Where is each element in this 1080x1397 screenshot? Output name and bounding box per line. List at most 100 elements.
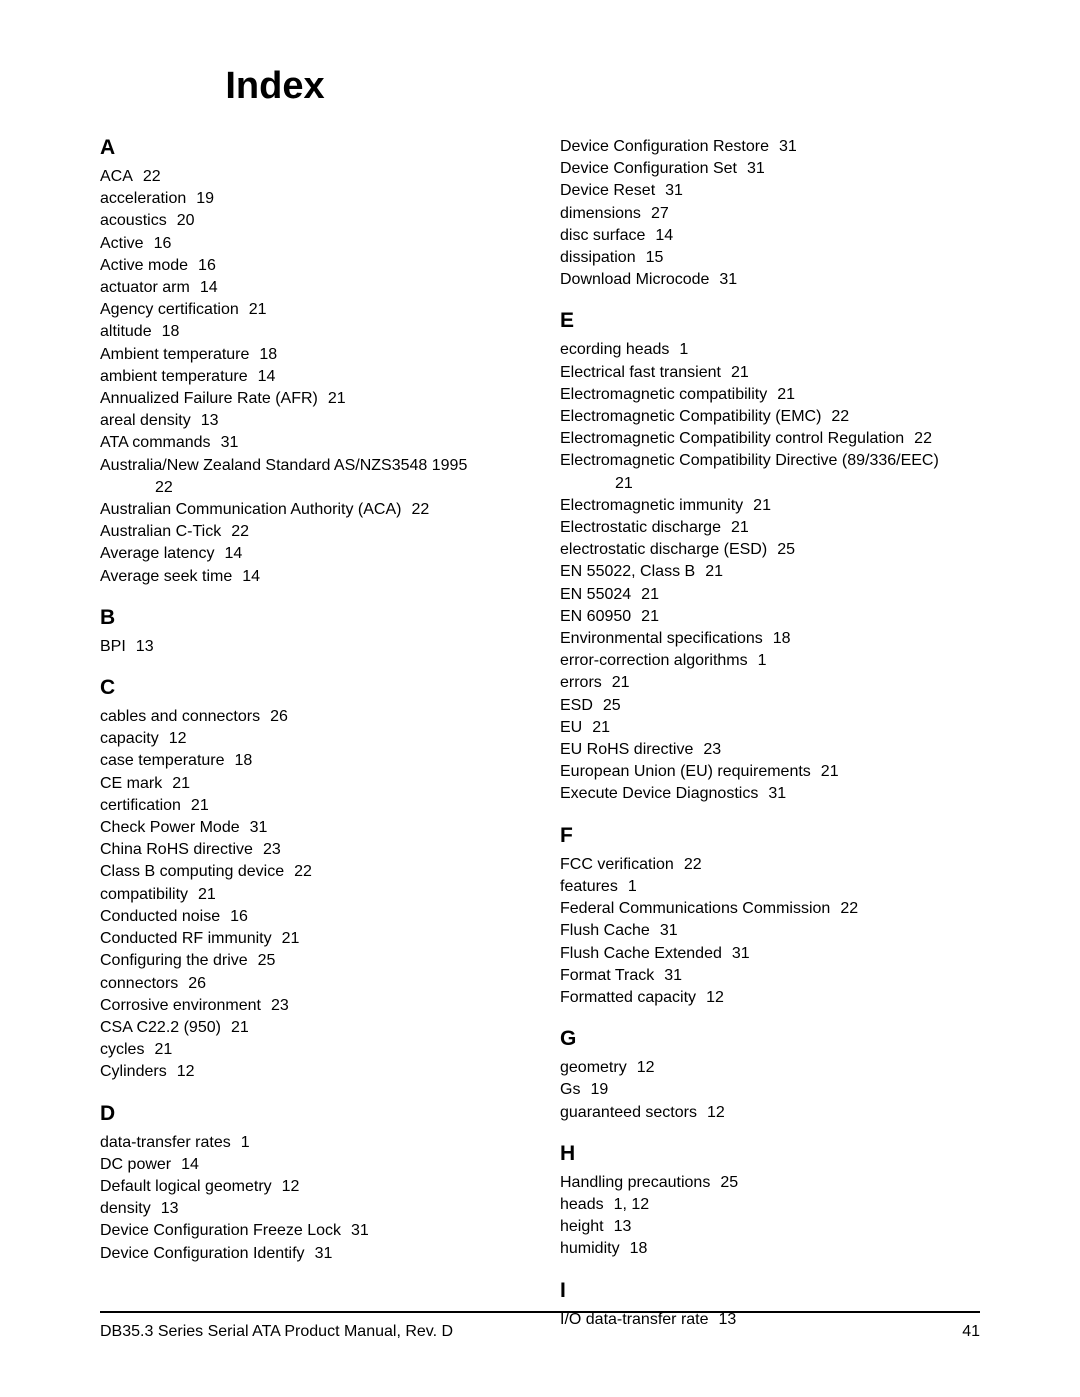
index-entry: acceleration19 [100,188,520,210]
index-entry: altitude18 [100,321,520,343]
index-page-ref: 18 [259,346,277,363]
index-term: Australian C-Tick [100,523,221,540]
index-entry: disc surface14 [560,225,980,247]
index-entry: EN 5502421 [560,584,980,606]
index-entry: features1 [560,876,980,898]
index-term: density [100,1200,151,1217]
index-page-ref: 22 [831,408,849,425]
index-term: error-correction algorithms [560,652,748,669]
index-page-ref: 21 [198,886,216,903]
index-entry: Format Track 31 [560,965,980,987]
index-page-ref: 12 [177,1063,195,1080]
index-entry: case temperature18 [100,750,520,772]
index-entry: certification21 [100,795,520,817]
index-term: Electromagnetic Compatibility control Re… [560,430,904,447]
index-term: errors [560,674,602,691]
index-term: Class B computing device [100,863,284,880]
index-entry: China RoHS directive23 [100,839,520,861]
index-page-ref: 22 [143,168,161,185]
index-page-ref: 25 [777,541,795,558]
index-page-ref: 31 [779,138,797,155]
index-entry: Download Microcode31 [560,269,980,291]
index-entry: Class B computing device22 [100,861,520,883]
index-page-ref: 25 [603,697,621,714]
index-entry: EN 6095021 [560,606,980,628]
index-page-ref: 21 [191,797,209,814]
index-term: Configuring the drive [100,952,248,969]
index-entry: dimensions27 [560,203,980,225]
index-term: Cylinders [100,1063,167,1080]
index-entry: Corrosive environment23 [100,995,520,1017]
index-entry: Agency certification21 [100,299,520,321]
index-term: cycles [100,1041,144,1058]
index-term: EN 55022, Class B [560,563,695,580]
index-page-ref: 1 [758,652,767,669]
index-page-ref: 31 [221,434,239,451]
index-entry: Australian C-Tick22 [100,521,520,543]
index-term: Flush Cache [560,922,650,939]
index-term: Active mode [100,257,188,274]
index-entry: ACA22 [100,166,520,188]
index-entry: Environmental specifications18 [560,628,980,650]
index-page-ref: 21 [731,364,749,381]
index-entry: Handling precautions25 [560,1172,980,1194]
index-entry: ecording heads1 [560,339,980,361]
index-page-ref: 19 [590,1081,608,1098]
index-term: ESD [560,697,593,714]
index-entry: DC power14 [100,1154,520,1176]
index-page-ref: 21 [328,390,346,407]
index-term: Format Track [560,967,654,984]
index-page-ref: 22 [411,501,429,518]
index-entry: guaranteed sectors12 [560,1102,980,1124]
index-entry: compatibility21 [100,884,520,906]
index-term: Device Configuration Set [560,160,737,177]
index-term: height [560,1218,604,1235]
index-entry: Gs 19 [560,1079,980,1101]
index-entry: electrostatic discharge (ESD)25 [560,539,980,561]
index-page-ref: 12 [637,1059,655,1076]
index-page-ref: 31 [250,819,268,836]
index-term: European Union (EU) requirements [560,763,811,780]
index-page-ref: 22 [840,900,858,917]
index-page-ref: 22 [684,856,702,873]
index-page-ref: 13 [201,412,219,429]
index-entry: Flush Cache31 [560,920,980,942]
index-entry: Device Configuration Freeze Lock31 [100,1220,520,1242]
index-term: Annualized Failure Rate (AFR) [100,390,318,407]
column-right: Device Configuration Restore31Device Con… [560,136,980,1331]
index-page-ref: 31 [665,182,683,199]
index-term: altitude [100,323,152,340]
index-letter: B [100,606,520,630]
index-entry: Electromagnetic compatibility21 [560,384,980,406]
index-term: Check Power Mode [100,819,240,836]
index-entry: dissipation15 [560,247,980,269]
index-entry: Default logical geometry12 [100,1176,520,1198]
index-entry: Electromagnetic Compatibility control Re… [560,428,980,450]
index-entry: Formatted capacity12 [560,987,980,1009]
index-page-ref: 13 [614,1218,632,1235]
footer-page-number: 41 [962,1323,980,1341]
index-term: EN 55024 [560,586,631,603]
index-page-ref: 16 [230,908,248,925]
index-term: Electrical fast transient [560,364,721,381]
index-page-ref: 21 [731,519,749,536]
index-page-ref: 31 [768,785,786,802]
index-term: cables and connectors [100,708,260,725]
index-page-ref: 21 [249,301,267,318]
index-term: Gs [560,1081,580,1098]
index-term: heads [560,1196,604,1213]
index-page-ref: 26 [270,708,288,725]
index-entry: geometry12 [560,1057,980,1079]
index-entry: Device Configuration Set31 [560,158,980,180]
index-term: Average seek time [100,568,232,585]
column-left: AACA22acceleration19acoustics20Active16A… [100,136,520,1331]
index-letter: E [560,309,980,333]
index-page-ref: 31 [664,967,682,984]
index-entry: Active mode16 [100,255,520,277]
index-entry: EU21 [560,717,980,739]
index-page-ref: 1 [241,1134,250,1151]
index-page-ref: 13 [136,638,154,655]
index-page-ref: 1 [679,341,688,358]
index-page-ref: 21 [154,1041,172,1058]
index-entry: Australia/New Zealand Standard AS/NZS354… [100,455,520,477]
